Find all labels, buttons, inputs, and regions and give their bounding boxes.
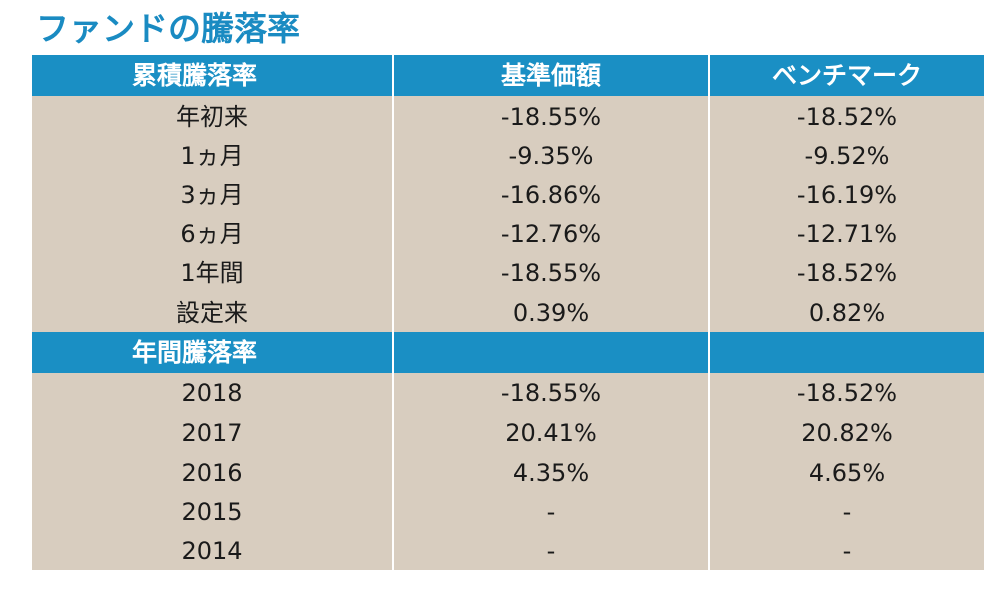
nav-value: 4.35% <box>512 459 590 487</box>
nav-value: - <box>546 498 556 526</box>
nav-value: 0.39% <box>512 299 590 327</box>
row-label: 3ヵ月 <box>180 181 244 209</box>
row-label: 1ヵ月 <box>180 142 244 170</box>
nav-value: - <box>546 537 556 565</box>
row-label: 2015 <box>181 498 243 526</box>
row-label: 1年間 <box>180 259 244 287</box>
header-annual-label: 年間騰落率 <box>32 332 392 373</box>
nav-value: 20.41% <box>505 419 597 447</box>
column-divider <box>392 55 394 570</box>
nav-value: -18.55% <box>500 103 602 131</box>
table-row: 2014 - - <box>32 531 984 571</box>
row-label: 年初来 <box>176 103 248 131</box>
header-cumulative-text: 累積騰落率 <box>132 61 258 90</box>
row-label: 2014 <box>181 537 243 565</box>
benchmark-value: -9.52% <box>804 142 890 170</box>
page-title: ファンドの騰落率 <box>36 9 300 48</box>
benchmark-value: -16.19% <box>796 181 898 209</box>
nav-value: -18.55% <box>500 379 602 407</box>
table-row: 3ヵ月 -16.86% -16.19% <box>32 175 984 215</box>
benchmark-value: - <box>842 537 852 565</box>
table-row: 1年間 -18.55% -18.52% <box>32 253 984 293</box>
header-annual-nav <box>394 332 708 373</box>
header-row-cumulative: 累積騰落率 基準価額 ベンチマーク <box>32 55 984 96</box>
header-cumulative-label: 累積騰落率 <box>32 55 392 96</box>
benchmark-value: 4.65% <box>808 459 886 487</box>
benchmark-value: -12.71% <box>796 220 898 248</box>
table-row: 年初来 -18.55% -18.52% <box>32 97 984 137</box>
nav-value: -9.35% <box>508 142 594 170</box>
header-benchmark: ベンチマーク <box>710 55 984 96</box>
header-nav: 基準価額 <box>394 55 708 96</box>
column-divider <box>708 55 710 570</box>
nav-value: -12.76% <box>500 220 602 248</box>
table-row: 2017 20.41% 20.82% <box>32 413 984 453</box>
header-annual-benchmark <box>710 332 984 373</box>
row-label: 設定来 <box>176 299 248 327</box>
benchmark-value: - <box>842 498 852 526</box>
performance-table: 累積騰落率 基準価額 ベンチマーク 年初来 -18.55% -18.52% 1ヵ… <box>32 55 984 570</box>
table-row: 6ヵ月 -12.76% -12.71% <box>32 214 984 254</box>
row-label: 2016 <box>181 459 243 487</box>
header-annual-text: 年間騰落率 <box>132 338 258 367</box>
header-row-annual: 年間騰落率 <box>32 332 984 373</box>
benchmark-value: -18.52% <box>796 379 898 407</box>
row-label: 2018 <box>181 379 243 407</box>
row-label: 2017 <box>181 419 243 447</box>
benchmark-value: 20.82% <box>801 419 893 447</box>
benchmark-value: -18.52% <box>796 259 898 287</box>
table-row: 1ヵ月 -9.35% -9.52% <box>32 136 984 176</box>
row-label: 6ヵ月 <box>180 220 244 248</box>
nav-value: -18.55% <box>500 259 602 287</box>
table-row: 2018 -18.55% -18.52% <box>32 373 984 413</box>
table-row: 2016 4.35% 4.65% <box>32 453 984 493</box>
table-row: 設定来 0.39% 0.82% <box>32 293 984 333</box>
nav-value: -16.86% <box>500 181 602 209</box>
benchmark-value: 0.82% <box>808 299 886 327</box>
table-row: 2015 - - <box>32 492 984 532</box>
benchmark-value: -18.52% <box>796 103 898 131</box>
